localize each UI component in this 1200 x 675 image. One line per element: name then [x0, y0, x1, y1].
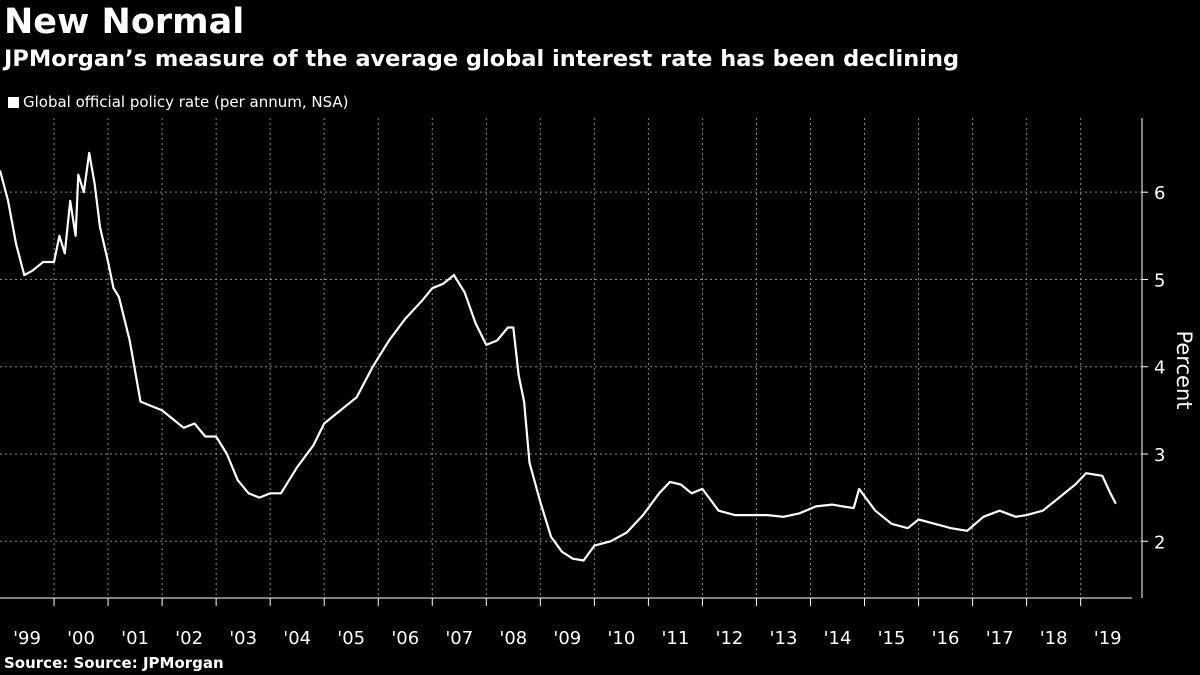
y-tick-label: 4: [1154, 358, 1165, 379]
x-tick-label: '05: [337, 628, 365, 649]
chart-subtitle: JPMorgan’s measure of the average global…: [4, 46, 960, 72]
y-tick-label: 2: [1154, 532, 1165, 553]
axes: 2 3 4 5 6 '99 '00 '01 '02 '03 '04 '05 '06 '07 '08 '09 '1…: [0, 118, 1165, 649]
x-tick-label: '03: [229, 628, 257, 649]
x-tick-label: '12: [716, 628, 744, 649]
x-tick-label: '13: [770, 628, 798, 649]
y-tick-label: 6: [1154, 183, 1165, 204]
plot-area: [0, 151, 1117, 562]
x-tick-label: '16: [932, 628, 960, 649]
x-tick-label: '08: [499, 628, 527, 649]
legend-swatch: [8, 96, 19, 108]
x-tick-label: '19: [1094, 628, 1122, 649]
x-tick-label: '99: [13, 628, 41, 649]
chart-title: New Normal: [4, 2, 245, 42]
x-tick-label: '17: [986, 628, 1014, 649]
legend-label: Global official policy rate (per annum, …: [23, 93, 349, 111]
x-tick-label: '07: [445, 628, 473, 649]
x-tick-label: '10: [607, 628, 635, 649]
y-tick-label: 3: [1154, 445, 1165, 466]
source-note: Source: Source: JPMorgan: [4, 654, 224, 672]
x-tick-label: '11: [661, 628, 689, 649]
series-line: [0, 151, 1117, 562]
y-axis-label: Percent: [1172, 330, 1196, 409]
legend: Global official policy rate (per annum, …: [8, 93, 349, 111]
x-tick-label: '18: [1040, 628, 1068, 649]
x-tick-label: '09: [553, 628, 581, 649]
x-tick-label: '15: [878, 628, 906, 649]
x-tick-label: '00: [67, 628, 95, 649]
x-tick-label: '01: [121, 628, 149, 649]
y-tick-label: 5: [1154, 270, 1165, 291]
grid-lines: [0, 118, 1142, 598]
x-tick-label: '02: [175, 628, 203, 649]
x-tick-label: '04: [283, 628, 311, 649]
x-tick-label: '14: [824, 628, 852, 649]
x-tick-label: '06: [391, 628, 419, 649]
